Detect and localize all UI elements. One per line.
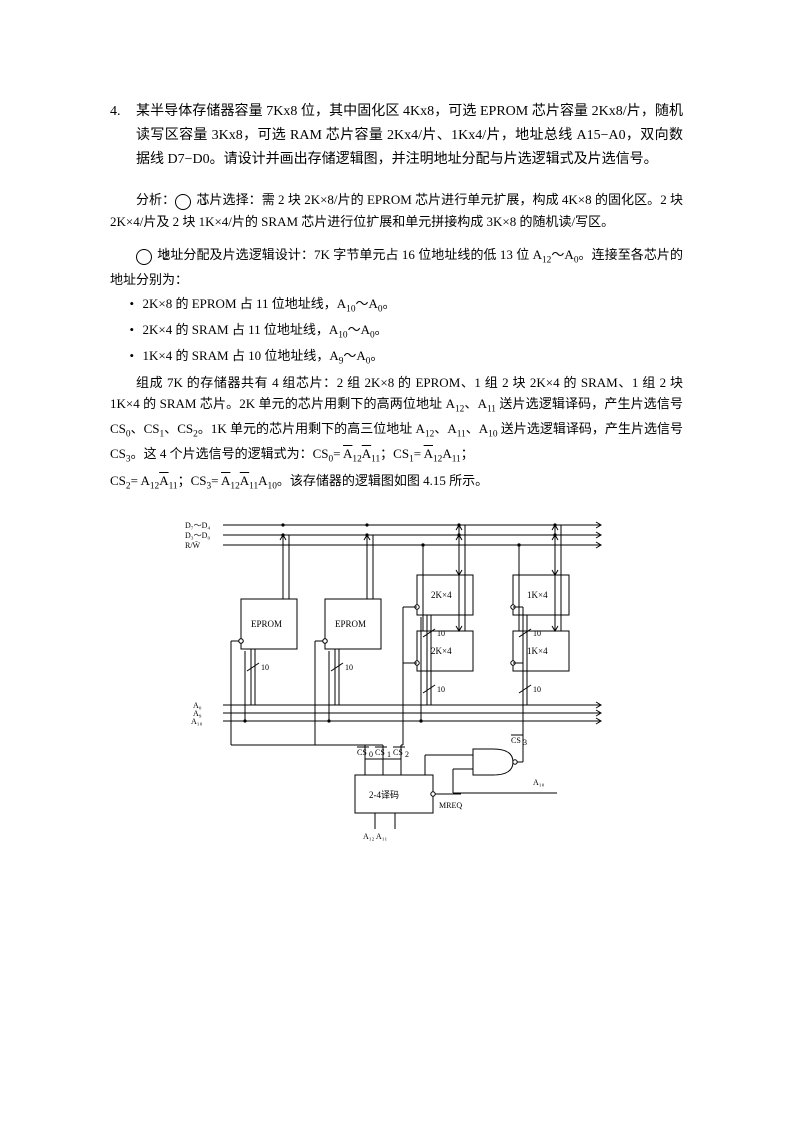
p3ov11: 11 bbox=[371, 455, 380, 465]
circled-2-icon: 2 bbox=[136, 249, 152, 265]
b2a: 2K×4 的 SRAM 占 11 位地址线，A bbox=[143, 322, 339, 337]
ov-a12c: A bbox=[221, 473, 230, 488]
ov-a11b: A bbox=[159, 473, 168, 488]
question-block: 4. 某半导体存储器容量 7Kx8 位，其中固化区 4Kx8，可选 EPROM … bbox=[110, 100, 683, 171]
ov-a11: A bbox=[362, 446, 371, 461]
svg-text:R/W̄: R/W̄ bbox=[185, 541, 201, 550]
svg-text:2: 2 bbox=[405, 750, 409, 759]
p3g: 、A bbox=[466, 421, 488, 436]
svg-text:10: 10 bbox=[533, 685, 541, 694]
b3a: 1K×4 的 SRAM 占 10 位地址线，A bbox=[143, 348, 339, 363]
svg-text:0: 0 bbox=[369, 750, 373, 759]
p4ov11: 11 bbox=[249, 482, 258, 492]
svg-text:10: 10 bbox=[533, 629, 541, 638]
svg-text:10: 10 bbox=[437, 629, 445, 638]
p3s11: 11 bbox=[487, 405, 496, 415]
ov-a12b: A bbox=[424, 446, 433, 461]
p3b: 、A bbox=[464, 396, 487, 411]
analysis-p2: 2 地址分配及片选逻辑设计：7K 字节单元占 16 位地址线的低 13 位 A1… bbox=[110, 244, 683, 290]
bullet-2: 2K×4 的 SRAM 占 11 位地址线，A10～A0。 bbox=[110, 319, 683, 344]
svg-text:D₇～D₄: D₇～D₄ bbox=[185, 521, 210, 530]
p3j: = bbox=[333, 446, 343, 461]
analysis-block: 分析：1 芯片选择：需 2 块 2K×8/片的 EPROM 芯片进行单元扩展，构… bbox=[110, 189, 683, 495]
b1b: ～A bbox=[356, 296, 378, 311]
svg-text:A₁₂ A₁₁: A₁₂ A₁₁ bbox=[363, 832, 387, 841]
analysis-p2a: 地址分配及片选逻辑设计：7K 字节单元占 16 位地址线的低 13 位 A bbox=[154, 247, 542, 262]
svg-text:1K×4: 1K×4 bbox=[527, 646, 548, 656]
p3l: = bbox=[414, 446, 424, 461]
bullet-1: 2K×8 的 EPROM 占 11 位地址线，A10～A0。 bbox=[110, 293, 683, 318]
svg-text:10: 10 bbox=[345, 663, 353, 672]
p3e2: 。1K 单元的芯片用剩下的高三位地址 A bbox=[198, 421, 425, 436]
b2c: 。 bbox=[375, 322, 388, 337]
circled-1-icon: 1 bbox=[175, 194, 191, 210]
bullet-3: 1K×4 的 SRAM 占 10 位地址线，A9～A0。 bbox=[110, 345, 683, 370]
svg-text:A₁₀: A₁₀ bbox=[533, 778, 545, 787]
analysis-p3: 组成 7K 的存储器共有 4 组芯片：2 组 2K×8 的 EPROM、1 组 … bbox=[110, 372, 683, 469]
p3s10b: 10 bbox=[488, 430, 497, 440]
svg-text:EPROM: EPROM bbox=[251, 619, 282, 629]
p3ov12: 12 bbox=[352, 455, 361, 465]
svg-text:2K×4: 2K×4 bbox=[431, 590, 452, 600]
analysis-p1: 分析：1 芯片选择：需 2 块 2K×8/片的 EPROM 芯片进行单元扩展，构… bbox=[110, 189, 683, 232]
p4d: = bbox=[211, 473, 221, 488]
p3m: ； bbox=[461, 446, 474, 461]
svg-text:CS: CS bbox=[511, 736, 521, 745]
svg-text:MREQ: MREQ bbox=[439, 801, 462, 810]
svg-text:D₃～D₀: D₃～D₀ bbox=[185, 531, 210, 540]
p3s12b: 12 bbox=[425, 430, 434, 440]
p4s10: 10 bbox=[268, 482, 277, 492]
analysis-p1-text: 芯片选择：需 2 块 2K×8/片的 EPROM 芯片进行单元扩展，构成 4K×… bbox=[110, 192, 683, 228]
svg-text:10: 10 bbox=[437, 685, 445, 694]
p4c: ；CS bbox=[178, 473, 207, 488]
p3f: 、A bbox=[434, 421, 456, 436]
ov-a12: A bbox=[343, 446, 352, 461]
p3e: 、CS bbox=[164, 421, 193, 436]
svg-text:EPROM: EPROM bbox=[335, 619, 366, 629]
p3ov12b: 12 bbox=[433, 455, 442, 465]
question-text: 某半导体存储器容量 7Kx8 位，其中固化区 4Kx8，可选 EPROM 芯片容… bbox=[136, 100, 683, 171]
p4ov12: 12 bbox=[230, 482, 239, 492]
b1c: 。 bbox=[383, 296, 396, 311]
sub-12: 12 bbox=[542, 256, 551, 266]
analysis-p4: CS2= A12A11；CS3= A12A11A10。该存储器的逻辑图如图 4.… bbox=[110, 470, 683, 495]
svg-text:2-4译码: 2-4译码 bbox=[369, 790, 399, 800]
bullet-list: 2K×8 的 EPROM 占 11 位地址线，A10～A0。 2K×4 的 SR… bbox=[110, 293, 683, 370]
b2b: ～A bbox=[348, 322, 370, 337]
p4s11: 11 bbox=[169, 482, 178, 492]
svg-text:1K×4: 1K×4 bbox=[527, 590, 548, 600]
svg-text:3: 3 bbox=[523, 738, 527, 747]
svg-text:10: 10 bbox=[261, 663, 269, 672]
p3s11b: 11 bbox=[457, 430, 466, 440]
question-number: 4. bbox=[110, 100, 136, 171]
p3k: ；CS bbox=[380, 446, 409, 461]
p4b: = A bbox=[131, 473, 150, 488]
b3b: ～A bbox=[343, 348, 365, 363]
svg-text:2K×4: 2K×4 bbox=[431, 646, 452, 656]
p3a11b: 11 bbox=[452, 455, 461, 465]
svg-text:1: 1 bbox=[387, 750, 391, 759]
b2-sub10: 10 bbox=[338, 330, 347, 340]
figure-wrapper: D₇～D₄D₃～D₀R/W̄A₀A₉A₁₀EPROM10EPROM102K×41… bbox=[110, 509, 683, 858]
b1-sub10: 10 bbox=[346, 304, 355, 314]
logic-diagram: D₇～D₄D₃～D₀R/W̄A₀A₉A₁₀EPROM10EPROM102K×41… bbox=[177, 509, 617, 849]
p3s12: 12 bbox=[455, 405, 464, 415]
b1a: 2K×8 的 EPROM 占 11 位地址线，A bbox=[143, 296, 347, 311]
p4s12: 12 bbox=[150, 482, 159, 492]
p4e: 。该存储器的逻辑图如图 4.15 所示。 bbox=[277, 473, 488, 488]
p4a: CS bbox=[110, 473, 126, 488]
ov-a11c: A bbox=[240, 473, 249, 488]
p3i: 。这 4 个片选信号的逻辑式为：CS bbox=[131, 446, 329, 461]
svg-text:A₁₀: A₁₀ bbox=[191, 717, 203, 726]
b3c: 。 bbox=[370, 348, 383, 363]
p3d: 、CS bbox=[131, 421, 160, 436]
analysis-prefix: 分析： bbox=[136, 192, 175, 207]
